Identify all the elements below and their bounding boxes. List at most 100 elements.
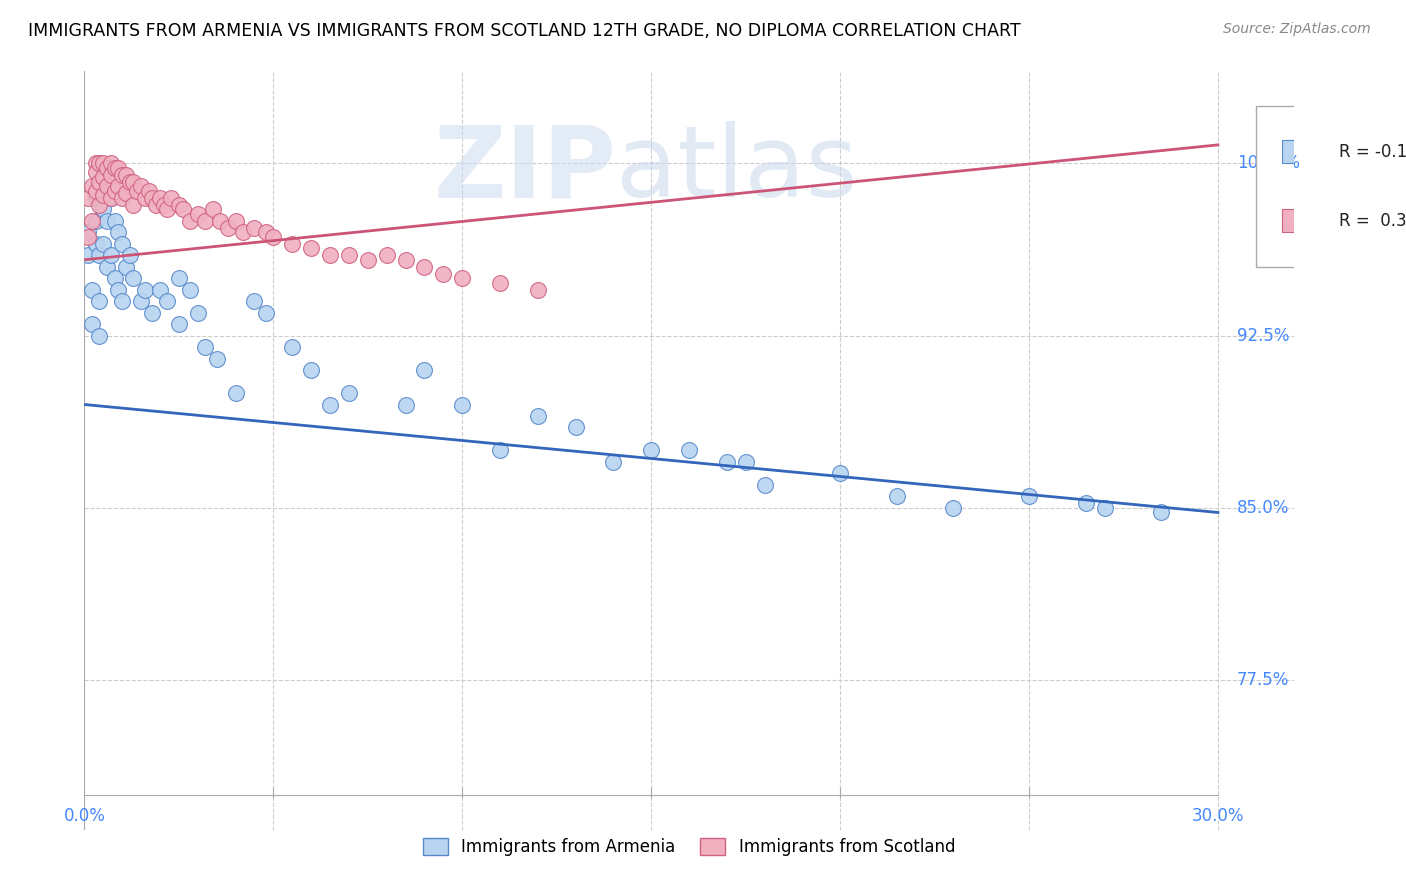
Point xyxy=(118,175,141,189)
Point xyxy=(104,161,127,175)
Point xyxy=(138,184,160,198)
Point xyxy=(225,386,247,401)
Point xyxy=(281,340,304,354)
Point xyxy=(91,188,114,202)
Point xyxy=(281,236,304,251)
Point xyxy=(201,202,224,217)
Point xyxy=(152,197,174,211)
Point xyxy=(209,213,232,227)
Point xyxy=(149,283,172,297)
Point xyxy=(104,271,127,285)
Point xyxy=(111,191,134,205)
Point xyxy=(886,490,908,504)
Point xyxy=(640,443,662,458)
Text: 30.0%: 30.0% xyxy=(1192,806,1244,824)
Point xyxy=(89,175,111,189)
Point xyxy=(80,283,103,297)
Point xyxy=(1094,500,1116,515)
Text: 0.0%: 0.0% xyxy=(63,806,105,824)
Point xyxy=(451,397,474,411)
Text: 100.0%: 100.0% xyxy=(1237,154,1299,172)
Point xyxy=(96,213,118,227)
Text: Source: ZipAtlas.com: Source: ZipAtlas.com xyxy=(1223,22,1371,37)
Point xyxy=(734,455,756,469)
Point xyxy=(299,363,322,377)
Point xyxy=(172,202,194,217)
Point xyxy=(122,271,145,285)
Point xyxy=(111,294,134,309)
Point xyxy=(141,305,163,319)
Point xyxy=(167,197,190,211)
Point xyxy=(100,168,122,182)
Point xyxy=(118,248,141,262)
Point xyxy=(89,156,111,170)
Point xyxy=(77,191,100,205)
Point xyxy=(451,271,474,285)
Point xyxy=(96,161,118,175)
Point xyxy=(394,252,416,267)
Point xyxy=(104,184,127,198)
Point xyxy=(319,397,342,411)
Point xyxy=(167,271,190,285)
Point xyxy=(84,156,107,170)
Point xyxy=(80,317,103,331)
Point xyxy=(602,455,624,469)
Point xyxy=(716,455,738,469)
Point xyxy=(1150,506,1173,520)
Point xyxy=(129,294,152,309)
Point xyxy=(134,191,156,205)
Text: IMMIGRANTS FROM ARMENIA VS IMMIGRANTS FROM SCOTLAND 12TH GRADE, NO DIPLOMA CORRE: IMMIGRANTS FROM ARMENIA VS IMMIGRANTS FR… xyxy=(28,22,1021,40)
Bar xyxy=(1282,210,1320,232)
Bar xyxy=(1282,140,1320,163)
Point xyxy=(156,294,179,309)
Point xyxy=(89,328,111,343)
Point xyxy=(179,283,201,297)
Point xyxy=(299,241,322,255)
Point xyxy=(357,252,380,267)
Point xyxy=(187,207,209,221)
Point xyxy=(262,229,284,244)
Point xyxy=(527,409,550,423)
Point xyxy=(243,220,266,235)
Point xyxy=(91,156,114,170)
Point xyxy=(100,248,122,262)
Point xyxy=(122,175,145,189)
Point xyxy=(489,443,512,458)
Point xyxy=(489,276,512,290)
Point xyxy=(141,191,163,205)
Point xyxy=(394,397,416,411)
Point xyxy=(107,283,129,297)
Point xyxy=(179,213,201,227)
Text: ZIP: ZIP xyxy=(433,121,616,219)
Point xyxy=(942,500,965,515)
Point xyxy=(84,165,107,179)
Text: R = -0.165   N = 63: R = -0.165 N = 63 xyxy=(1339,143,1406,161)
Point xyxy=(107,225,129,239)
Point xyxy=(375,248,398,262)
Point xyxy=(129,179,152,194)
Point xyxy=(232,225,254,239)
Point xyxy=(91,169,114,184)
Text: R =  0.315   N = 64: R = 0.315 N = 64 xyxy=(1339,211,1406,230)
Point xyxy=(187,305,209,319)
Point xyxy=(107,179,129,194)
Point xyxy=(564,420,586,434)
Point xyxy=(319,248,342,262)
Point xyxy=(194,340,217,354)
Point xyxy=(205,351,228,366)
Point xyxy=(89,197,111,211)
Point xyxy=(337,386,360,401)
Point xyxy=(77,225,100,239)
Point xyxy=(80,213,103,227)
Point xyxy=(254,225,277,239)
Point xyxy=(337,248,360,262)
Point xyxy=(111,168,134,182)
Text: 77.5%: 77.5% xyxy=(1237,671,1289,690)
Point xyxy=(84,191,107,205)
Point xyxy=(678,443,700,458)
Point xyxy=(115,260,138,274)
Point xyxy=(413,260,436,274)
Text: 92.5%: 92.5% xyxy=(1237,326,1289,344)
Point xyxy=(254,305,277,319)
Point xyxy=(115,186,138,201)
